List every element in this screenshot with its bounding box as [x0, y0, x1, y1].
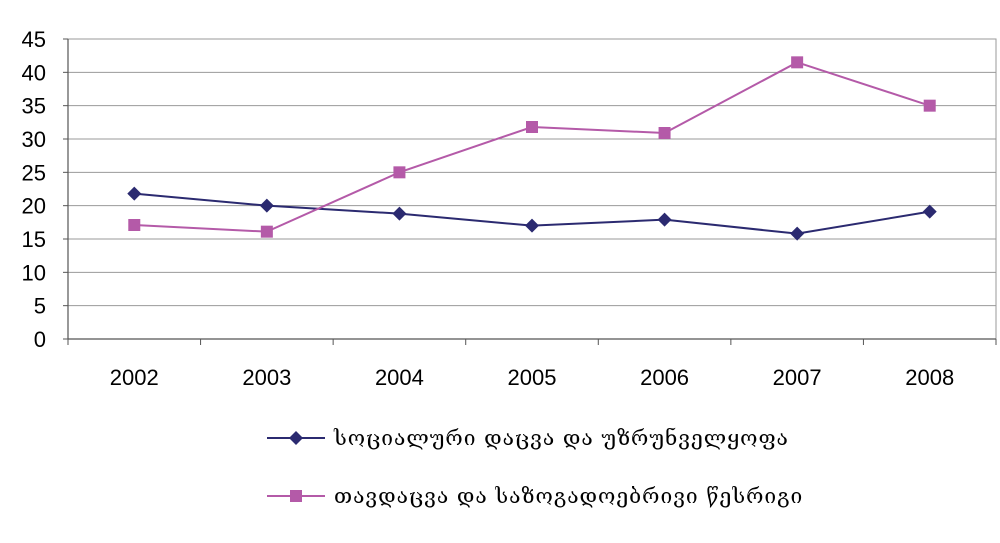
x-tick-label: 2005 [508, 365, 557, 390]
x-tick-label: 2003 [242, 365, 291, 390]
x-axis-ticks: 2002 2003 2004 2005 2006 2007 2008 [67, 339, 997, 390]
data-point [658, 127, 671, 139]
y-tick-label: 20 [22, 194, 46, 219]
data-point [790, 226, 805, 241]
x-tick-label: 2008 [905, 365, 954, 390]
y-tick-label: 40 [22, 60, 46, 85]
series-1 [127, 186, 937, 241]
data-point [791, 56, 804, 69]
series-group [127, 56, 937, 241]
gridlines [68, 38, 996, 307]
y-tick-label: 5 [34, 294, 46, 319]
data-point [923, 99, 936, 112]
data-point [392, 206, 407, 221]
legend: სოციალური დაცვა და უზრუნველყოფა თავდაცვა … [267, 426, 803, 508]
data-point [127, 186, 142, 201]
data-point [922, 204, 937, 219]
plot-area [67, 38, 997, 340]
legend-item: თავდაცვა და საზოგადოებრივი წესრიგი [267, 484, 803, 508]
data-point [260, 225, 273, 238]
data-point [393, 166, 406, 179]
y-tick-label: 35 [22, 94, 46, 119]
data-point [525, 218, 539, 233]
legend-label: სოციალური დაცვა და უზრუნველყოფა [333, 426, 789, 450]
y-tick-label: 10 [22, 260, 46, 285]
y-tick-label: 0 [34, 327, 46, 352]
y-axis-ticks: 0 5 10 15 20 25 30 35 40 45 [22, 27, 68, 352]
data-point [657, 212, 672, 227]
legend-marker [289, 431, 303, 445]
x-tick-label: 2002 [110, 365, 159, 390]
axes [67, 39, 996, 340]
data-point [259, 198, 274, 213]
legend-marker [290, 490, 302, 502]
x-tick-label: 2007 [773, 365, 822, 390]
y-tick-label: 30 [22, 127, 46, 152]
x-tick-label: 2006 [640, 365, 689, 390]
y-tick-label: 45 [22, 27, 46, 52]
legend-label: თავდაცვა და საზოგადოებრივი წესრიგი [334, 484, 803, 508]
series-2 [128, 56, 936, 238]
legend-item: სოციალური დაცვა და უზრუნველყოფა [267, 426, 789, 450]
y-tick-label: 15 [22, 227, 46, 252]
data-point [128, 219, 141, 231]
data-point [526, 121, 538, 133]
y-tick-label: 25 [22, 160, 46, 185]
x-tick-label: 2004 [375, 365, 424, 390]
